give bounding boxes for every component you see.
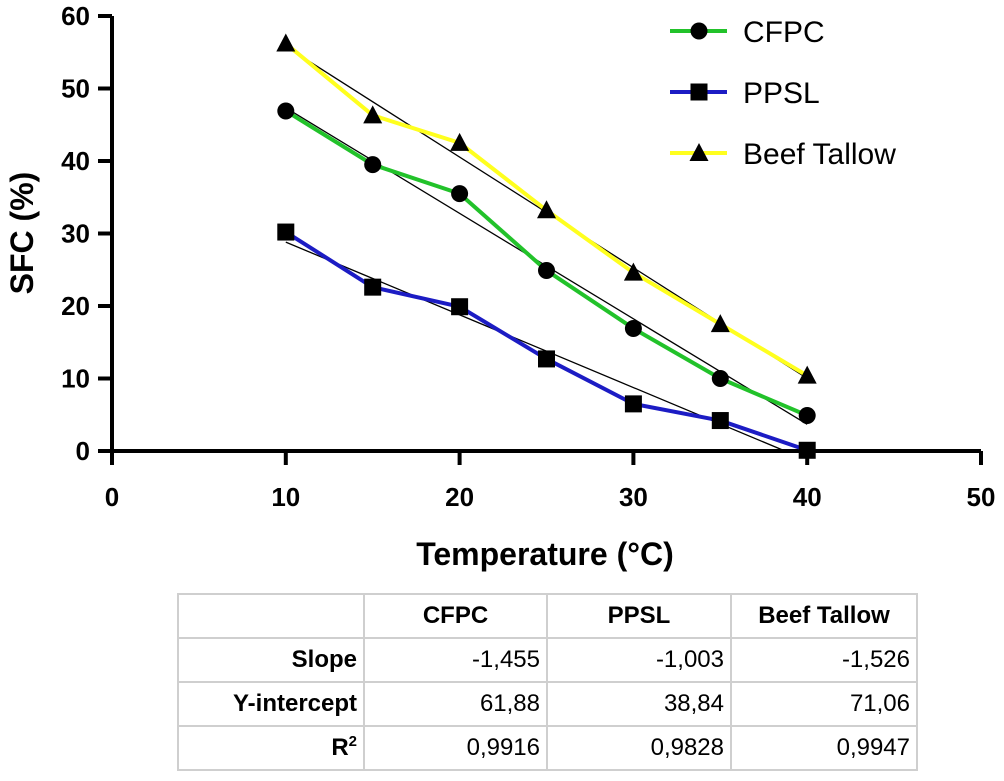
legend-marker-cfpc [690, 22, 708, 40]
data-point-ppsl [451, 298, 469, 316]
data-point-cfpc [624, 319, 642, 337]
data-point-ppsl [711, 412, 729, 430]
column-header-cfpc: CFPC [363, 593, 548, 639]
table-row-slope: Slope -1,455 -1,003 -1,526 [177, 637, 918, 683]
y-tick-label: 50 [61, 74, 90, 104]
data-point-cfpc [451, 185, 469, 203]
regression-stats-table: CFPC PPSL Beef Tallow Slope -1,455 -1,00… [177, 593, 918, 771]
table-corner-cell [177, 593, 365, 639]
x-tick-label: 40 [793, 482, 822, 512]
row-label-slope: Slope [177, 637, 365, 683]
cell-intercept-beef-tallow: 71,06 [730, 681, 918, 727]
legend-label-ppsl: PPSL [743, 77, 820, 110]
row-label-y-intercept: Y-intercept [177, 681, 365, 727]
legend: CFPC PPSL Beef Tallow [670, 16, 896, 171]
data-series [276, 33, 817, 459]
sfc-chart: 0 10 20 30 40 50 0 10 20 30 40 50 60 CFPC PPSL Beef Ta… [4, 1, 995, 572]
data-point-cfpc [277, 102, 295, 120]
y-tick-label: 20 [61, 291, 90, 321]
y-tick-label: 0 [76, 436, 90, 466]
cell-slope-beef-tallow: -1,526 [730, 637, 918, 683]
y-tick-label: 10 [61, 364, 90, 394]
r-label-superscript: 2 [348, 733, 357, 750]
x-tick-label: 0 [105, 482, 119, 512]
cell-intercept-ppsl: 38,84 [546, 681, 732, 727]
column-header-beef-tallow: Beef Tallow [730, 593, 918, 639]
data-point-ppsl [538, 350, 555, 368]
table-header-row: CFPC PPSL Beef Tallow [177, 593, 918, 639]
legend-label-cfpc: CFPC [743, 16, 825, 49]
data-point-beef-tallow [363, 105, 383, 124]
data-point-cfpc [711, 370, 729, 387]
data-point-ppsl [624, 395, 642, 413]
x-tick-label: 50 [967, 482, 996, 512]
column-header-ppsl: PPSL [546, 593, 732, 639]
cell-r2-ppsl: 0,9828 [546, 725, 732, 771]
cell-slope-cfpc: -1,455 [363, 637, 548, 683]
axes: 0 10 20 30 40 50 0 10 20 30 40 50 60 [61, 1, 995, 512]
row-label-r-squared: R2 [177, 725, 365, 771]
data-point-beef-tallow [710, 314, 730, 333]
data-point-beef-tallow [537, 200, 556, 219]
x-tick-label: 20 [445, 482, 474, 512]
cell-intercept-cfpc: 61,88 [363, 681, 548, 727]
data-point-beef-tallow [450, 132, 470, 151]
cell-slope-ppsl: -1,003 [546, 637, 732, 683]
cell-r2-beef-tallow: 0,9947 [730, 725, 918, 771]
table-row-y-intercept: Y-intercept 61,88 38,84 71,06 [177, 681, 918, 727]
table-row-r-squared: R2 0,9916 0,9828 0,9947 [177, 725, 918, 771]
data-point-ppsl [277, 223, 295, 241]
y-tick-label: 40 [61, 146, 90, 176]
y-tick-label: 30 [61, 219, 90, 249]
data-point-cfpc [364, 156, 382, 174]
x-axis-title: Temperature (°C) [416, 536, 674, 572]
r-label-text: R [331, 734, 349, 761]
data-point-cfpc [538, 261, 555, 279]
legend-marker-ppsl [690, 83, 708, 101]
x-tick-label: 30 [619, 482, 648, 512]
data-point-beef-tallow [797, 365, 817, 384]
cell-r2-cfpc: 0,9916 [363, 725, 548, 771]
data-point-ppsl [798, 441, 816, 459]
data-point-cfpc [798, 406, 816, 424]
legend-marker-beef-tallow [689, 143, 709, 161]
data-point-beef-tallow [276, 33, 296, 52]
data-point-beef-tallow [623, 262, 643, 281]
y-tick-label: 60 [61, 1, 90, 31]
legend-label-beef-tallow: Beef Tallow [743, 138, 896, 171]
data-point-ppsl [364, 278, 382, 296]
x-tick-label: 10 [271, 482, 300, 512]
y-axis-title: SFC (%) [4, 172, 40, 295]
